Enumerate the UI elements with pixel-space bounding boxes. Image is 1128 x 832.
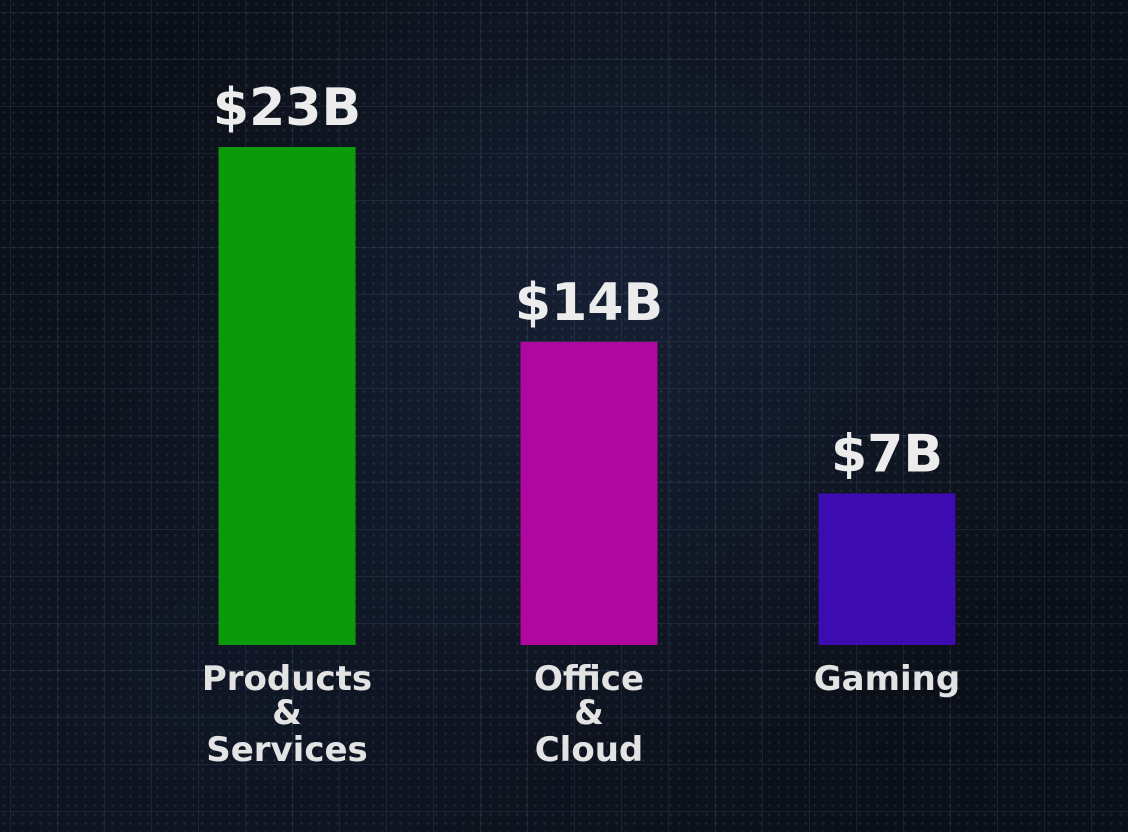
bar-office-cloud: [520, 341, 658, 645]
category-label-products-services: Products & Services: [202, 659, 372, 770]
value-label-products-services: $23B: [213, 78, 361, 138]
category-label-line: Gaming: [814, 659, 960, 699]
category-label-gaming: Gaming: [814, 659, 960, 699]
category-label-line: Office: [534, 659, 644, 699]
value-label-gaming: $7B: [831, 424, 943, 484]
category-label-line: &: [272, 693, 302, 733]
category-label-line: &: [574, 693, 604, 733]
category-label-line: Cloud: [535, 730, 644, 770]
category-label-line: Services: [206, 730, 368, 770]
bar-gaming: [818, 493, 956, 645]
category-label-office-cloud: Office & Cloud: [534, 659, 644, 770]
category-label-line: Products: [202, 659, 372, 699]
bar-products-services: [218, 147, 356, 645]
value-label-office-cloud: $14B: [515, 273, 663, 333]
